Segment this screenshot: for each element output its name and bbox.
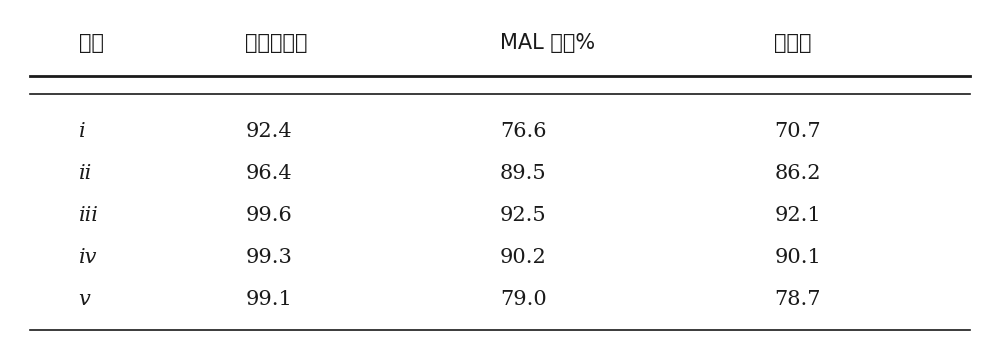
Text: iii: iii	[79, 206, 98, 225]
Text: 99.1: 99.1	[245, 290, 292, 309]
Text: 86.2: 86.2	[774, 164, 821, 183]
Text: ii: ii	[79, 164, 92, 183]
Text: 76.6: 76.6	[500, 122, 546, 141]
Text: 92.4: 92.4	[245, 122, 292, 141]
Text: 选择性: 选择性	[774, 33, 812, 53]
Text: 96.4: 96.4	[245, 164, 292, 183]
Text: 丙醛转化率: 丙醛转化率	[245, 33, 308, 53]
Text: 99.6: 99.6	[245, 206, 292, 225]
Text: 70.7: 70.7	[774, 122, 821, 141]
Text: 79.0: 79.0	[500, 290, 547, 309]
Text: i: i	[79, 122, 85, 141]
Text: 78.7: 78.7	[774, 290, 821, 309]
Text: iv: iv	[79, 248, 97, 267]
Text: 样品: 样品	[79, 33, 104, 53]
Text: 92.1: 92.1	[774, 206, 821, 225]
Text: 90.1: 90.1	[774, 248, 821, 267]
Text: 89.5: 89.5	[500, 164, 547, 183]
Text: MAL 收率%: MAL 收率%	[500, 33, 595, 53]
Text: 90.2: 90.2	[500, 248, 547, 267]
Text: 99.3: 99.3	[245, 248, 292, 267]
Text: v: v	[79, 290, 90, 309]
Text: 92.5: 92.5	[500, 206, 547, 225]
